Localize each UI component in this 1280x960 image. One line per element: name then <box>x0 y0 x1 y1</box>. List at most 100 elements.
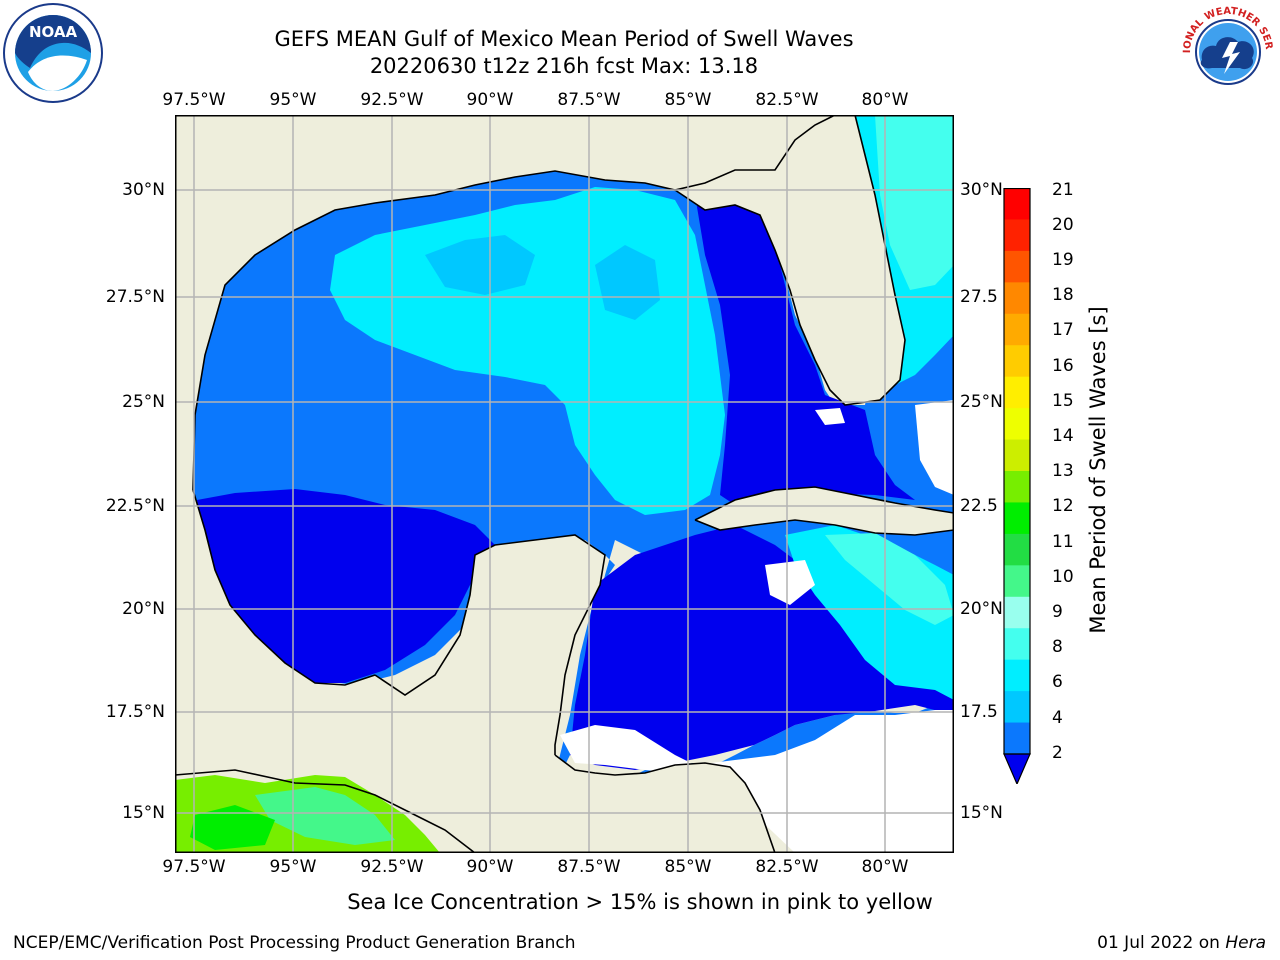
colorbar-tick: 20 <box>1052 215 1074 235</box>
sea-ice-note: Sea Ice Concentration > 15% is shown in … <box>347 890 933 914</box>
colorbar-outline <box>1003 188 1031 755</box>
pacific-swell <box>255 787 395 845</box>
lat-tick-right: 17.5 <box>960 702 998 722</box>
no-data-area <box>915 400 954 495</box>
colorbar-bin <box>1004 533 1030 566</box>
land-yucatan <box>385 535 605 755</box>
land-florida <box>675 115 905 405</box>
lat-tick-right: 15°N <box>960 803 1003 823</box>
colorbar-bin <box>1004 376 1030 409</box>
sea-ice-note-wrapper: Sea Ice Concentration > 15% is shown in … <box>0 890 1280 914</box>
colorbar-tick: 17 <box>1052 320 1074 340</box>
lat-tick-right: 22.5 <box>960 496 998 516</box>
swell-region-below-2s <box>570 525 954 770</box>
footer-date: 01 Jul 2022 on Hera <box>1097 933 1266 953</box>
swell-region-4-6s <box>595 245 660 320</box>
swell-region-4-6s <box>425 235 535 295</box>
colorbar-tick: 9 <box>1052 602 1063 622</box>
colorbar-bin <box>1004 313 1030 346</box>
lat-tick-left: 15°N <box>122 803 165 823</box>
no-data-area <box>765 560 815 605</box>
colorbar-extend-below <box>1003 753 1031 784</box>
lon-tick-top: 85°W <box>664 90 712 110</box>
lon-tick-top: 80°W <box>861 90 909 110</box>
lon-tick-top: 90°W <box>466 90 514 110</box>
lat-tick-right: 30°N <box>960 180 1003 200</box>
colorbar-tick: 15 <box>1052 391 1074 411</box>
colorbar-bin <box>1004 659 1030 692</box>
footer-host: Hera <box>1225 933 1266 953</box>
lat-tick-left: 17.5°N <box>105 702 165 722</box>
colorbar-tick: 11 <box>1052 532 1074 552</box>
lon-tick-top: 92.5°W <box>360 90 424 110</box>
colorbar-bin <box>1004 691 1030 724</box>
no-data-area <box>815 408 845 425</box>
lat-tick-left: 25°N <box>122 392 165 412</box>
swell-region-below-2s <box>197 489 495 683</box>
lat-tick-right: 20°N <box>960 599 1003 619</box>
colorbar-bin <box>1004 250 1030 283</box>
map-panel <box>175 115 954 853</box>
map-subtitle: 20220630 t12z 216h fcst Max: 13.18 <box>369 54 759 78</box>
lon-tick-bottom: 80°W <box>861 857 909 877</box>
colorbar-bin <box>1004 471 1030 503</box>
colorbar-tick: 12 <box>1052 496 1074 516</box>
lat-tick-left: 30°N <box>122 180 165 200</box>
swell-region-below-2s <box>695 187 915 505</box>
colorbar-bin <box>1004 188 1030 220</box>
colorbar-tick: 6 <box>1052 672 1063 692</box>
lon-tick-bottom: 90°W <box>466 857 514 877</box>
colorbar-tick: 16 <box>1052 356 1074 376</box>
lon-tick-top: 97.5°W <box>162 90 226 110</box>
colorbar-label: Mean Period of Swell Waves [s] <box>1086 306 1110 634</box>
colorbar-tick: 8 <box>1052 637 1063 657</box>
colorbar-bin <box>1004 282 1030 315</box>
colorbar-tick: 2 <box>1052 743 1063 763</box>
no-data-area <box>560 710 954 853</box>
footer-date-text: 01 Jul 2022 on <box>1097 933 1226 953</box>
swell-region-6-7s <box>875 115 954 290</box>
colorbar-bin <box>1004 722 1030 755</box>
colorbar-bin <box>1004 628 1030 661</box>
colorbar <box>1003 188 1037 784</box>
lon-tick-bottom: 92.5°W <box>360 857 424 877</box>
colorbar-tick: 13 <box>1052 461 1074 481</box>
land-mexico-west <box>175 490 395 697</box>
colorbar-tick: 4 <box>1052 708 1063 728</box>
noaa-logo: NOAA <box>2 2 104 108</box>
lon-tick-bottom: 85°W <box>664 857 712 877</box>
colorbar-bin <box>1004 596 1030 629</box>
lon-tick-top: 87.5°W <box>557 90 621 110</box>
lat-tick-right: 27.5 <box>960 287 998 307</box>
colorbar-tick: 10 <box>1052 567 1074 587</box>
colorbar-bin <box>1004 219 1030 252</box>
map-title: GEFS MEAN Gulf of Mexico Mean Period of … <box>274 27 854 51</box>
lon-tick-bottom: 95°W <box>269 857 317 877</box>
colorbar-bin <box>1004 565 1030 598</box>
lon-tick-top: 82.5°W <box>755 90 819 110</box>
lon-tick-bottom: 97.5°W <box>162 857 226 877</box>
colorbar-tick: 19 <box>1052 250 1074 270</box>
nws-logo: NATIONAL WEATHER SERVICE <box>1174 0 1278 106</box>
colorbar-tick: 14 <box>1052 426 1074 446</box>
land-cuba <box>695 487 954 535</box>
map-border <box>175 115 954 853</box>
colorbar-bin <box>1004 408 1030 441</box>
lon-tick-bottom: 82.5°W <box>755 857 819 877</box>
pacific-swell <box>190 805 275 850</box>
colorbar-tick: 21 <box>1052 180 1074 200</box>
colorbar-bin <box>1004 345 1030 378</box>
lat-tick-left: 22.5°N <box>105 496 165 516</box>
lat-tick-right: 25°N <box>960 392 1003 412</box>
lat-tick-left: 20°N <box>122 599 165 619</box>
coastline <box>175 115 954 853</box>
colorbar-bin <box>1004 502 1030 535</box>
lon-tick-bottom: 87.5°W <box>557 857 621 877</box>
lat-tick-left: 27.5°N <box>105 287 165 307</box>
footer-credit: NCEP/EMC/Verification Post Processing Pr… <box>13 933 576 953</box>
colorbar-tick: 18 <box>1052 285 1074 305</box>
svg-text:NOAA: NOAA <box>29 23 78 41</box>
lon-tick-top: 95°W <box>269 90 317 110</box>
colorbar-bin <box>1004 439 1030 472</box>
graticule <box>175 115 954 853</box>
